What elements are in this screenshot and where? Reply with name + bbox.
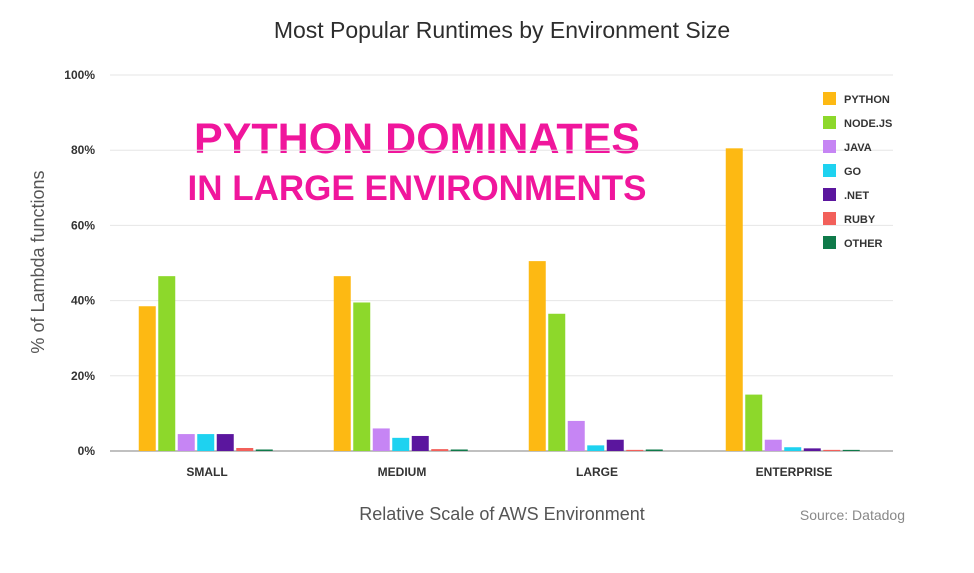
legend-swatch [823, 116, 836, 129]
legend-swatch [823, 236, 836, 249]
bar-nodejs-small [158, 276, 176, 451]
y-tick-label: 100% [64, 68, 95, 82]
bar-go-enterprise [784, 447, 802, 451]
y-tick-label: 80% [71, 143, 95, 157]
bar-go-medium [392, 437, 410, 451]
bar-ruby-large [626, 449, 644, 451]
legend-swatch [823, 164, 836, 177]
legend-label: OTHER [844, 238, 883, 250]
legend-swatch [823, 92, 836, 105]
bar-other-large [645, 449, 663, 451]
y-tick-label: 20% [71, 369, 95, 383]
legend-label: PYTHON [844, 94, 890, 106]
legend-swatch [823, 212, 836, 225]
y-tick-label: 0% [78, 444, 96, 458]
source-note: Source: Datadog [800, 507, 905, 523]
bar-java-small [177, 434, 195, 451]
bar-ruby-medium [431, 449, 449, 451]
bar-python-small [138, 306, 156, 451]
legend-label: RUBY [844, 214, 876, 226]
legend-label: .NET [844, 190, 869, 202]
tick-labels: 0% 20% 40% 60% 80% 100% SMALL MEDIUM LARGE ENTERP… [64, 68, 832, 479]
bar-net-medium [411, 435, 429, 451]
bar-nodejs-enterprise [745, 394, 763, 451]
x-axis-label: Relative Scale of AWS Environment [359, 504, 644, 524]
legend-swatch [823, 140, 836, 153]
bar-ruby-enterprise [823, 449, 841, 451]
annotation-line-2: IN LARGE ENVIRONMENTS [188, 169, 647, 208]
annotation-line-1: PYTHON DOMINATES [194, 115, 640, 163]
bar-net-enterprise [803, 448, 821, 451]
x-tick-label: LARGE [576, 465, 618, 479]
bar-python-large [528, 261, 546, 451]
bar-nodejs-medium [353, 302, 371, 451]
legend-label: NODE.JS [844, 118, 892, 130]
bar-other-enterprise [842, 449, 860, 451]
x-tick-label: MEDIUM [378, 465, 427, 479]
gridlines [110, 74, 893, 452]
bar-java-large [567, 420, 585, 451]
y-tick-label: 40% [71, 294, 95, 308]
bar-nodejs-large [548, 313, 566, 451]
bar-go-small [197, 434, 215, 451]
chart-title: Most Popular Runtimes by Environment Siz… [274, 17, 730, 43]
legend-label: GO [844, 166, 862, 178]
bar-other-medium [450, 449, 468, 451]
x-tick-label: SMALL [186, 465, 227, 479]
legend-swatch [823, 188, 836, 201]
bar-java-enterprise [764, 439, 782, 451]
legend: PYTHON NODE.JS JAVA GO .NET RUBY OTHER [823, 92, 892, 250]
bar-python-medium [333, 276, 351, 451]
x-tick-label: ENTERPRISE [756, 465, 833, 479]
bar-other-small [255, 449, 273, 451]
bars [138, 148, 860, 451]
bar-go-large [587, 445, 605, 451]
bar-net-large [606, 439, 624, 451]
y-tick-label: 60% [71, 218, 95, 232]
bar-ruby-small [236, 447, 254, 451]
y-axis-label: % of Lambda functions [28, 170, 48, 353]
bar-net-small [216, 434, 234, 451]
bar-python-enterprise [725, 148, 743, 451]
legend-label: JAVA [844, 142, 872, 154]
bar-java-medium [372, 428, 390, 451]
